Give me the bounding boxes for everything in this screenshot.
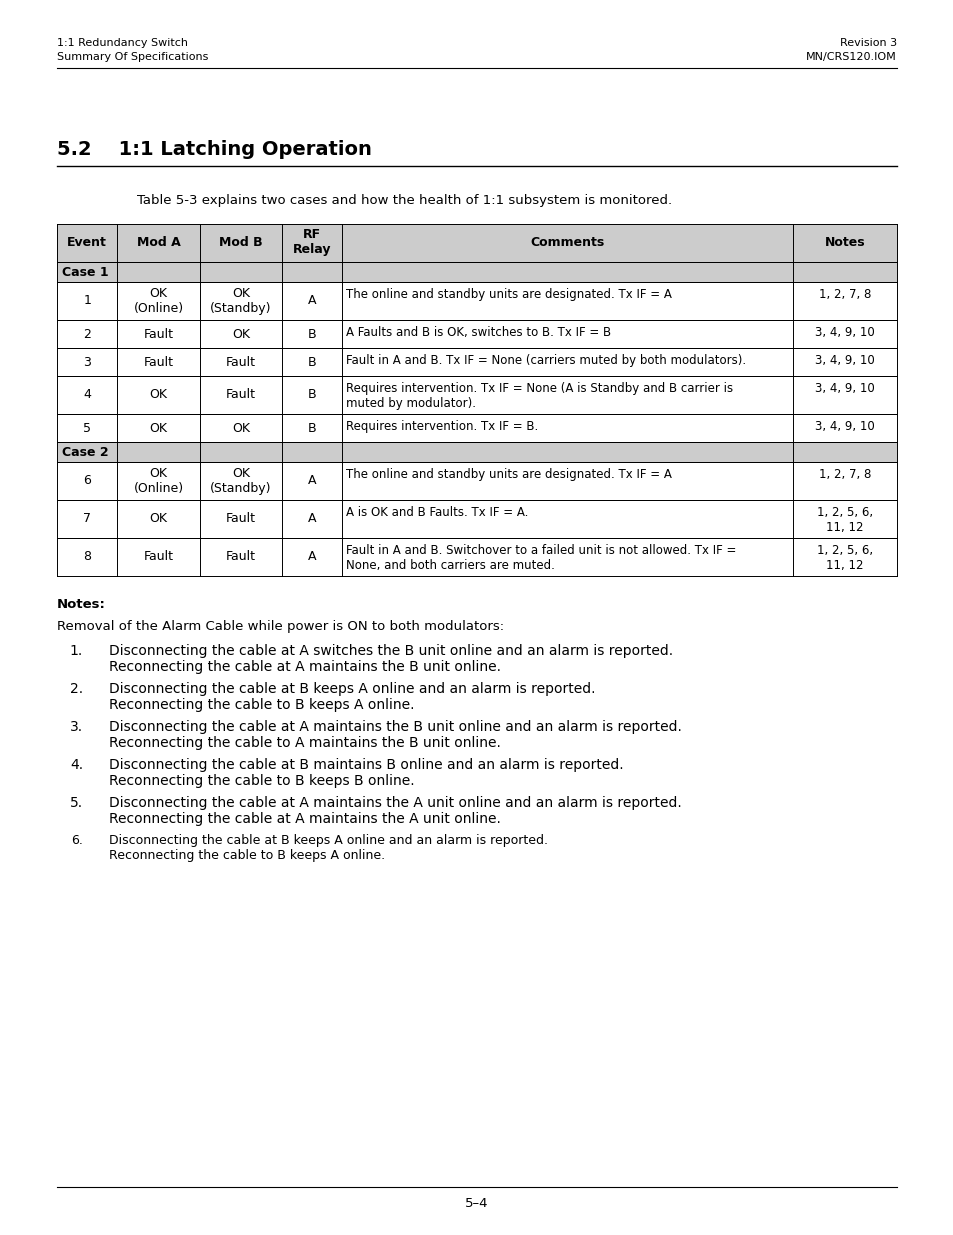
Text: Notes:: Notes: xyxy=(57,598,106,611)
Text: RF: RF xyxy=(303,228,321,242)
Text: Revision 3: Revision 3 xyxy=(839,38,896,48)
Text: OK: OK xyxy=(150,513,168,526)
Text: MN/CRS120.IOM: MN/CRS120.IOM xyxy=(805,52,896,62)
Text: 2.: 2. xyxy=(70,682,83,697)
Text: Fault in A and B. Tx IF = None (carriers muted by both modulators).: Fault in A and B. Tx IF = None (carriers… xyxy=(346,354,746,367)
Bar xyxy=(57,538,896,576)
Text: OK: OK xyxy=(150,389,168,401)
Text: 1, 2, 7, 8: 1, 2, 7, 8 xyxy=(818,288,870,301)
Text: Fault: Fault xyxy=(226,513,255,526)
Bar xyxy=(57,320,896,348)
Text: OK: OK xyxy=(150,421,168,435)
Bar xyxy=(57,500,896,538)
Text: B: B xyxy=(308,421,316,435)
Text: Notes: Notes xyxy=(823,236,864,249)
Text: Requires intervention. Tx IF = None (A is Standby and B carrier is
muted by modu: Requires intervention. Tx IF = None (A i… xyxy=(346,382,733,410)
Text: 1: 1 xyxy=(83,294,91,308)
Text: 5.2    1:1 Latching Operation: 5.2 1:1 Latching Operation xyxy=(57,140,372,159)
Bar xyxy=(57,414,896,442)
Text: OK
(Standby): OK (Standby) xyxy=(210,287,272,315)
Text: 2: 2 xyxy=(83,327,91,341)
Text: 3, 4, 9, 10: 3, 4, 9, 10 xyxy=(814,326,874,338)
Text: 1, 2, 5, 6,
11, 12: 1, 2, 5, 6, 11, 12 xyxy=(816,506,872,534)
Text: Mod B: Mod B xyxy=(219,236,262,249)
Text: OK: OK xyxy=(232,327,250,341)
Text: Case 1: Case 1 xyxy=(62,266,109,279)
Text: A: A xyxy=(308,474,316,488)
Text: OK
(Standby): OK (Standby) xyxy=(210,467,272,495)
Text: Fault: Fault xyxy=(143,551,173,563)
Text: Mod A: Mod A xyxy=(136,236,180,249)
Text: 6: 6 xyxy=(83,474,91,488)
Text: A is OK and B Faults. Tx IF = A.: A is OK and B Faults. Tx IF = A. xyxy=(346,506,528,519)
Text: 1:1 Redundancy Switch: 1:1 Redundancy Switch xyxy=(57,38,188,48)
Bar xyxy=(57,224,896,262)
Bar xyxy=(57,442,896,462)
Text: Disconnecting the cable at A maintains the B unit online and an alarm is reporte: Disconnecting the cable at A maintains t… xyxy=(109,720,681,750)
Bar xyxy=(57,348,896,375)
Text: 1.: 1. xyxy=(70,643,83,658)
Text: B: B xyxy=(308,356,316,368)
Text: 5.: 5. xyxy=(70,797,83,810)
Text: Fault: Fault xyxy=(226,551,255,563)
Text: Fault in A and B. Switchover to a failed unit is not allowed. Tx IF =
None, and : Fault in A and B. Switchover to a failed… xyxy=(346,543,736,572)
Text: Removal of the Alarm Cable while power is ON to both modulators:: Removal of the Alarm Cable while power i… xyxy=(57,620,503,634)
Text: Fault: Fault xyxy=(226,389,255,401)
Text: 8: 8 xyxy=(83,551,91,563)
Text: Disconnecting the cable at B keeps A online and an alarm is reported.
Reconnecti: Disconnecting the cable at B keeps A onl… xyxy=(109,682,595,713)
Text: Relay: Relay xyxy=(293,243,332,257)
Text: Requires intervention. Tx IF = B.: Requires intervention. Tx IF = B. xyxy=(346,420,538,433)
Text: 3, 4, 9, 10: 3, 4, 9, 10 xyxy=(814,354,874,367)
Text: A Faults and B is OK, switches to B. Tx IF = B: A Faults and B is OK, switches to B. Tx … xyxy=(346,326,611,338)
Text: 3.: 3. xyxy=(70,720,83,734)
Text: OK
(Online): OK (Online) xyxy=(133,467,183,495)
Text: Fault: Fault xyxy=(143,327,173,341)
Text: Disconnecting the cable at A maintains the A unit online and an alarm is reporte: Disconnecting the cable at A maintains t… xyxy=(109,797,681,826)
Bar xyxy=(57,375,896,414)
Text: Disconnecting the cable at A switches the B unit online and an alarm is reported: Disconnecting the cable at A switches th… xyxy=(109,643,673,674)
Text: 5: 5 xyxy=(83,421,91,435)
Bar xyxy=(57,462,896,500)
Text: 1, 2, 5, 6,
11, 12: 1, 2, 5, 6, 11, 12 xyxy=(816,543,872,572)
Text: Fault: Fault xyxy=(226,356,255,368)
Text: 5–4: 5–4 xyxy=(465,1197,488,1210)
Text: A: A xyxy=(308,294,316,308)
Text: 3, 4, 9, 10: 3, 4, 9, 10 xyxy=(814,382,874,395)
Text: 6.: 6. xyxy=(71,834,83,847)
Text: Case 2: Case 2 xyxy=(62,446,109,458)
Bar xyxy=(57,282,896,320)
Text: OK
(Online): OK (Online) xyxy=(133,287,183,315)
Text: The online and standby units are designated. Tx IF = A: The online and standby units are designa… xyxy=(346,288,672,301)
Text: Table 5-3 explains two cases and how the health of 1:1 subsystem is monitored.: Table 5-3 explains two cases and how the… xyxy=(137,194,672,207)
Text: 4: 4 xyxy=(83,389,91,401)
Text: B: B xyxy=(308,327,316,341)
Text: 1, 2, 7, 8: 1, 2, 7, 8 xyxy=(818,468,870,480)
Text: Summary Of Specifications: Summary Of Specifications xyxy=(57,52,208,62)
Text: A: A xyxy=(308,513,316,526)
Text: OK: OK xyxy=(232,421,250,435)
Text: Event: Event xyxy=(68,236,107,249)
Text: Comments: Comments xyxy=(530,236,604,249)
Text: B: B xyxy=(308,389,316,401)
Text: Disconnecting the cable at B maintains B online and an alarm is reported.
Reconn: Disconnecting the cable at B maintains B… xyxy=(109,758,623,788)
Text: A: A xyxy=(308,551,316,563)
Text: 3, 4, 9, 10: 3, 4, 9, 10 xyxy=(814,420,874,433)
Bar xyxy=(57,262,896,282)
Text: Fault: Fault xyxy=(143,356,173,368)
Text: 3: 3 xyxy=(83,356,91,368)
Text: The online and standby units are designated. Tx IF = A: The online and standby units are designa… xyxy=(346,468,672,480)
Text: 7: 7 xyxy=(83,513,91,526)
Text: Disconnecting the cable at B keeps A online and an alarm is reported.
Reconnecti: Disconnecting the cable at B keeps A onl… xyxy=(109,834,547,862)
Text: 4.: 4. xyxy=(70,758,83,772)
